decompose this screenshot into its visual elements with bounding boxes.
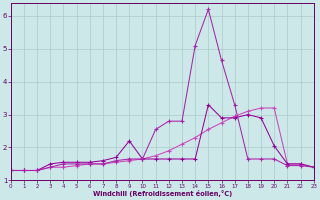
X-axis label: Windchill (Refroidissement éolien,°C): Windchill (Refroidissement éolien,°C) bbox=[92, 190, 232, 197]
